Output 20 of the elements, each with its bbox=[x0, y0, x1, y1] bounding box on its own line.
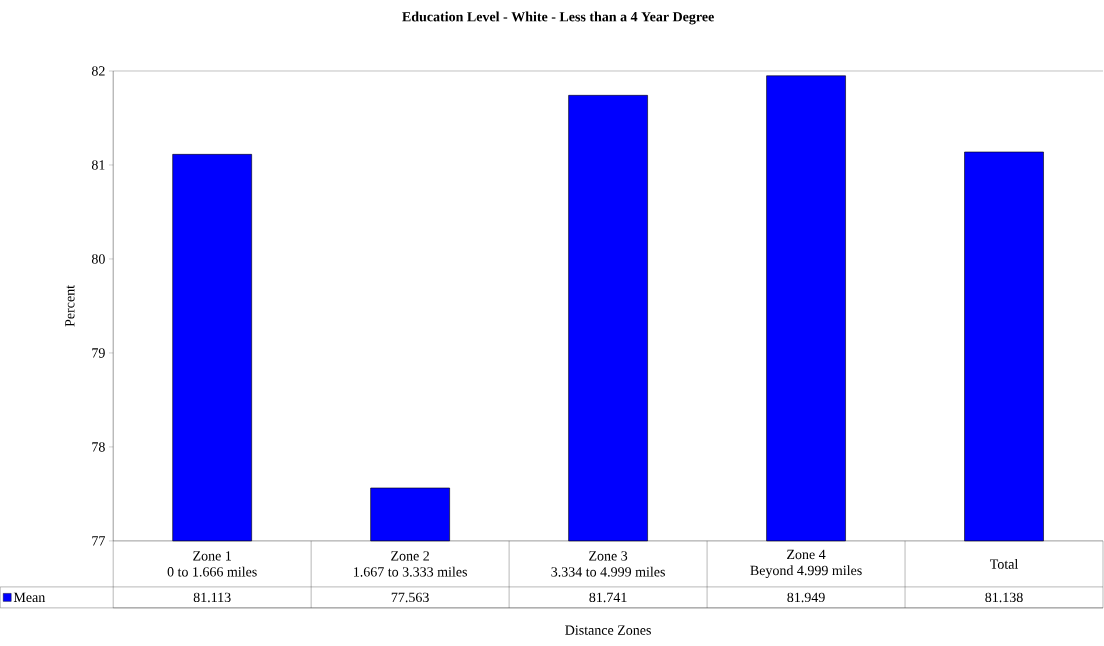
x-tick-label: Zone 1 0 to 1.666 miles bbox=[167, 551, 257, 577]
y-tick-label: 79 bbox=[92, 348, 105, 358]
data-label: 81.949 bbox=[787, 592, 825, 603]
x-tick-label: Zone 4 Beyond 4.999 miles bbox=[750, 549, 862, 579]
y-tick-label: 82 bbox=[91, 66, 105, 76]
x-tick-label: Zone 2 1.667 to 3.333 miles bbox=[354, 551, 467, 577]
y-tick-label: 81 bbox=[91, 160, 105, 170]
x-tick-label: Zone 3 3.334 to 4.999 miles bbox=[551, 551, 665, 577]
data-label: 81.741 bbox=[589, 592, 627, 603]
data-label: 81.113 bbox=[193, 592, 231, 603]
data-label: 77.563 bbox=[391, 592, 429, 603]
x-axis-title: Distance Zones bbox=[565, 625, 651, 635]
chart-title: Education Level - White - Less than a 4 Year Degree bbox=[402, 11, 714, 25]
y-tick-label: 77 bbox=[92, 536, 105, 546]
x-tick-label: Total bbox=[989, 559, 1019, 569]
y-tick-label: 78 bbox=[92, 442, 105, 452]
y-axis-title: Percent bbox=[65, 285, 75, 327]
data-label: 81.138 bbox=[985, 592, 1023, 603]
legend-label: Mean bbox=[13, 592, 46, 603]
y-tick-label: 80 bbox=[91, 254, 105, 264]
